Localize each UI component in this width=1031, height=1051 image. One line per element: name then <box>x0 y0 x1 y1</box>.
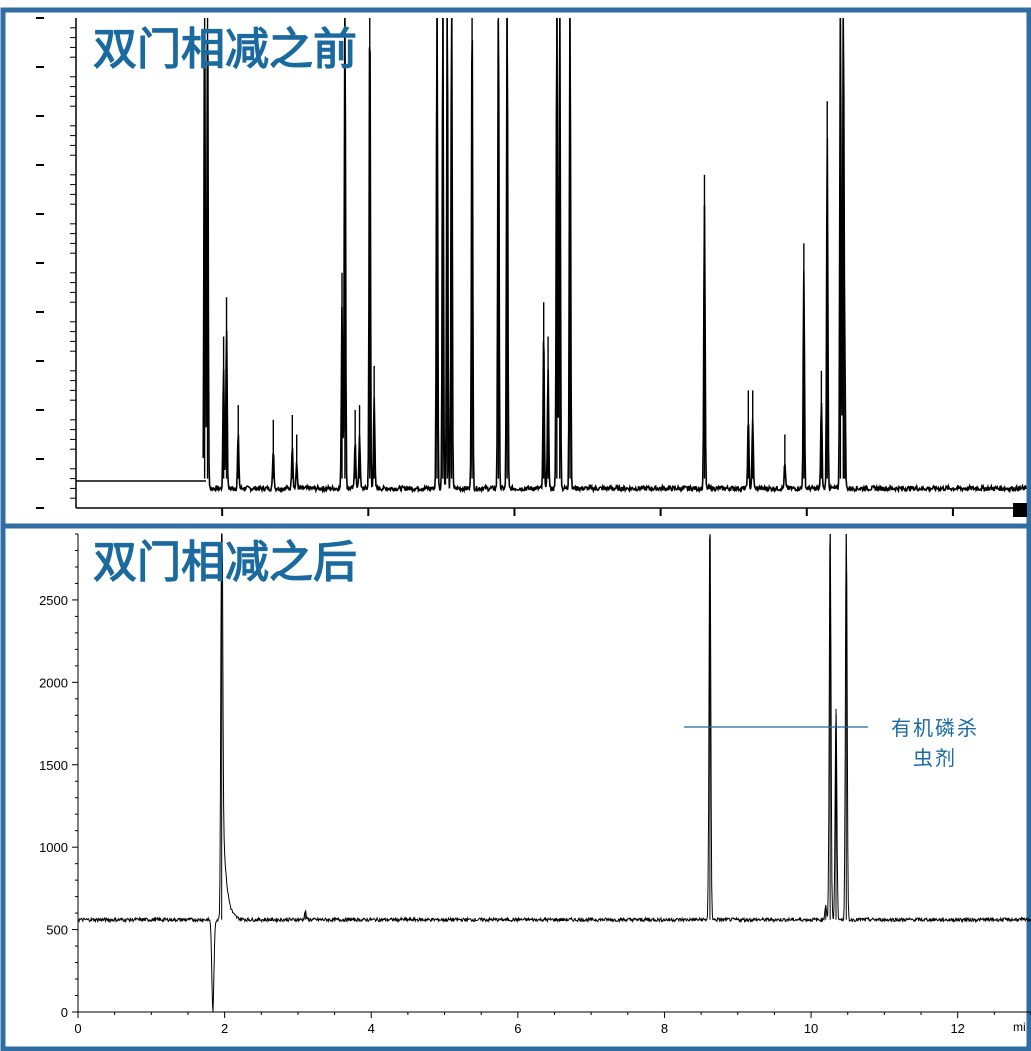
bottom-x-tick-label: 6 <box>514 1021 521 1036</box>
bottom-y-tick-label: 500 <box>46 923 68 938</box>
bottom-x-tick-label: 0 <box>74 1021 81 1036</box>
bottom-x-ticks: 0 2 4 6 8 10 12 <box>74 1012 1031 1036</box>
bottom-x-tick-label: 8 <box>661 1021 668 1036</box>
bottom-chart-panel: 0 500 1000 1500 2000 2500 0 2 4 6 8 10 12 双门相减之后 mi… <box>39 533 1031 1036</box>
bottom-y-tick-label: 0 <box>61 1005 68 1020</box>
bottom-y-tick-label: 1500 <box>39 758 68 773</box>
annotation-label-line2: 虫剂 <box>913 746 957 770</box>
x-unit-label: mi <box>1013 1020 1026 1034</box>
top-chromatogram-trace <box>202 17 1027 494</box>
bottom-x-tick-label: 2 <box>221 1021 228 1036</box>
bottom-y-ticks: 0 500 1000 1500 2000 2500 <box>39 533 78 1020</box>
top-panel-title: 双门相减之前 <box>93 24 357 75</box>
top-axis-end-block <box>1013 503 1027 517</box>
bottom-x-tick-label: 10 <box>804 1021 818 1036</box>
top-x-ticks <box>221 508 954 516</box>
annotation-label-line1: 有机磷杀 <box>891 716 979 740</box>
top-chart-panel: 双门相减之前 <box>36 17 1027 517</box>
bottom-x-tick-label: 12 <box>950 1021 964 1036</box>
outer-frame <box>0 7 1031 1051</box>
bottom-x-tick-label: 4 <box>368 1021 375 1036</box>
bottom-panel-title: 双门相减之后 <box>93 537 357 588</box>
top-peak-markers <box>203 18 846 479</box>
bottom-y-tick-label: 1000 <box>39 840 68 855</box>
bottom-y-tick-label: 2500 <box>39 593 68 608</box>
top-y-ticks <box>36 17 76 509</box>
bottom-chromatogram-trace <box>77 533 1031 1013</box>
bottom-y-tick-label: 2000 <box>39 675 68 690</box>
